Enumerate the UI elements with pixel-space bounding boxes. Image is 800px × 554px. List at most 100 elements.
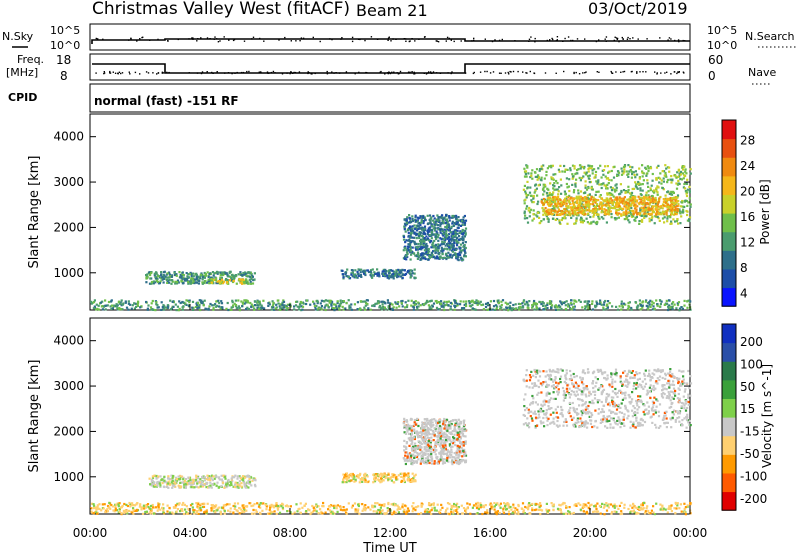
range-cell (458, 238, 461, 241)
range-cell (436, 224, 440, 227)
range-cell (556, 182, 559, 185)
range-cell (426, 222, 429, 226)
range-cell (416, 307, 419, 311)
range-cell (437, 246, 440, 250)
nsky-point (97, 38, 99, 40)
range-cell (212, 308, 215, 311)
range-cell (600, 197, 603, 200)
range-cell (547, 188, 550, 191)
range-cell (205, 486, 208, 489)
range-cell (209, 302, 212, 306)
range-cell (591, 302, 594, 305)
range-cell (660, 179, 663, 182)
range-cell (421, 238, 424, 241)
range-cell (453, 299, 456, 302)
range-cell (607, 182, 610, 185)
range-cell (651, 172, 654, 176)
range-cell (543, 201, 546, 204)
range-cell (529, 208, 533, 211)
range-cell (363, 306, 366, 309)
range-cell (167, 486, 170, 489)
range-cell (174, 479, 177, 482)
range-cell (432, 227, 435, 230)
range-cell (633, 203, 636, 207)
range-cell (634, 181, 637, 184)
range-cell (615, 209, 618, 212)
range-cell (220, 478, 223, 481)
range-cell (688, 216, 692, 219)
range-cell (176, 281, 179, 284)
range-cell (561, 301, 564, 304)
range-cell (572, 202, 575, 205)
nsky-point (576, 38, 579, 40)
range-cell (415, 255, 418, 258)
range-cell (229, 480, 232, 484)
range-cell (504, 301, 507, 304)
nsky-point (259, 37, 261, 40)
range-cell (650, 303, 653, 306)
range-cell (145, 274, 148, 277)
range-cell (156, 304, 159, 307)
range-cell (239, 281, 242, 284)
range-cell (403, 426, 406, 429)
range-cell (610, 169, 613, 173)
range-cell (417, 242, 420, 246)
range-cell (418, 247, 421, 251)
range-cell (405, 442, 408, 445)
range-cell (663, 170, 666, 173)
nsky-point (130, 38, 132, 40)
range-cell (217, 271, 220, 274)
range-cell (347, 275, 350, 279)
range-cell (535, 302, 539, 306)
range-cell (634, 211, 637, 214)
range-cell (403, 222, 407, 225)
range-cell (328, 299, 331, 302)
freq-tick-low: 8 (60, 69, 68, 83)
range-cell (459, 219, 462, 222)
range-cell (463, 254, 466, 257)
nsky-point (453, 40, 455, 43)
range-cell (448, 248, 452, 251)
range-cell (578, 176, 581, 179)
range-cell (422, 242, 425, 245)
range-cell (639, 201, 642, 204)
range-cell (363, 475, 366, 479)
range-cell (624, 303, 627, 306)
range-cell (234, 481, 237, 484)
range-cell (610, 192, 613, 195)
range-cell (244, 272, 247, 275)
range-cell (161, 482, 164, 485)
range-cell (679, 222, 682, 225)
range-cell (423, 432, 426, 435)
range-cell (192, 481, 195, 484)
range-cell (659, 302, 662, 306)
range-cell (195, 475, 198, 478)
range-cell (323, 306, 326, 309)
range-cell (107, 300, 111, 304)
range-cell (231, 301, 234, 304)
nsky-point (632, 37, 634, 39)
range-cell (621, 170, 624, 173)
range-cell (244, 301, 247, 304)
range-cell (195, 474, 198, 477)
range-cell (541, 201, 544, 205)
range-cell (148, 477, 151, 480)
range-cell (565, 197, 568, 200)
range-cell (273, 308, 276, 311)
range-cell (668, 304, 671, 307)
range-cell (604, 165, 607, 168)
range-cell (485, 302, 488, 305)
range-cell (397, 268, 400, 271)
range-cell (569, 167, 572, 170)
range-cell (185, 299, 188, 302)
range-cell (482, 303, 485, 306)
range-cell (610, 189, 614, 192)
range-cell (204, 273, 207, 276)
range-cell (580, 206, 583, 209)
range-cell (419, 234, 422, 237)
range-cell (399, 269, 403, 272)
range-cell (442, 439, 445, 442)
range-cell (428, 459, 431, 462)
range-cell (579, 167, 582, 170)
range-cell (414, 445, 417, 448)
